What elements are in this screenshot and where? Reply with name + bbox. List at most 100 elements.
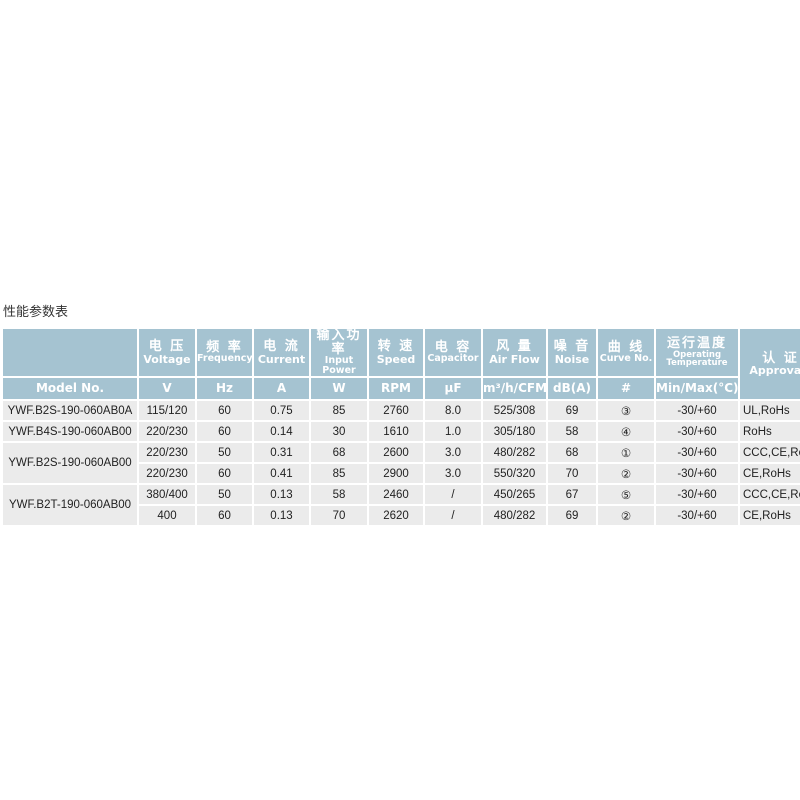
table-cell: ① — [598, 443, 654, 463]
table-row: YWF.B2S-190-060AB0A 115/120 60 0.75 85 2760 8.… — [3, 401, 800, 421]
header-cn: 电 容 — [434, 339, 472, 355]
header-en: Frequency — [197, 353, 253, 365]
table-cell: 550/320 — [483, 464, 546, 484]
header-en: Speed — [376, 352, 416, 366]
table-row: 400 60 0.13 70 2620/480/282 69 ② -30/+60 CE,RoHs — [3, 506, 800, 526]
table-cell: 2460 — [369, 485, 423, 505]
table-cell: 68 — [548, 443, 596, 463]
header-column: 认 证Approvals — [740, 329, 800, 400]
header-unit: # — [598, 378, 654, 400]
table-cell: 1.0 — [425, 422, 481, 442]
model-cell: YWF.B2S-190-060AB00 — [3, 443, 137, 484]
table-cell: 69 — [548, 506, 596, 526]
table-cell: 305/180 — [483, 422, 546, 442]
header-unit: V — [139, 378, 195, 400]
table-cell: 450/265 — [483, 485, 546, 505]
table-cell: ② — [598, 506, 654, 526]
table-cell: 60 — [197, 506, 252, 526]
table-cell: UL,RoHs — [740, 401, 800, 421]
header-model-no: Model No. — [3, 378, 137, 400]
table-cell: RoHs — [740, 422, 800, 442]
header-en: Approvals — [749, 364, 800, 378]
header-en: Air Flow — [489, 352, 540, 366]
header-column: 噪 音 Noise — [548, 329, 596, 377]
table-cell: 60 — [197, 464, 252, 484]
table-cell: -30/+60 — [656, 422, 738, 442]
header-cn: 噪 音 — [553, 339, 591, 355]
table-cell: / — [425, 485, 481, 505]
table-cell: 2900 — [369, 464, 423, 484]
table-cell: 0.14 — [254, 422, 309, 442]
table-cell: 0.13 — [254, 485, 309, 505]
table-cell: 0.41 — [254, 464, 309, 484]
table-cell: / — [425, 506, 481, 526]
table-cell: -30/+60 — [656, 506, 738, 526]
table-cell: ⑤ — [598, 485, 654, 505]
table-cell: 3.0 — [425, 443, 481, 463]
header-unit: Min/Max(°C) — [656, 378, 739, 400]
table-cell: 1610 — [369, 422, 423, 442]
table-cell: 58 — [548, 422, 596, 442]
table-cell: 220/230 — [139, 443, 195, 463]
header-column: 运行温度 Operating Temperature — [656, 329, 738, 377]
table-row: YWF.B4S-190-060AB00 220/230 60 0.14 30 1610 1.… — [3, 422, 800, 442]
header-unit: dB(A) — [548, 378, 596, 400]
table-cell: 2620 — [369, 506, 423, 526]
table-cell: 70 — [548, 464, 596, 484]
table-cell: 2600 — [369, 443, 423, 463]
table-row: YWF.B2T-190-060AB00 380/400 50 0.13 58 2460/4… — [3, 485, 800, 526]
header-column: 曲 线 Curve No. — [598, 329, 654, 377]
table-cell: 68 — [311, 443, 367, 463]
header-column: 频 率 Frequency — [197, 329, 253, 377]
header-column: 转 速 Speed — [369, 329, 423, 377]
table-cell: 58 — [311, 485, 367, 505]
header-cn: 运行温度 — [666, 335, 727, 351]
table-cell: CCC,CE,RoHs — [740, 443, 800, 463]
header-cn: 曲 线 — [607, 339, 645, 355]
table-row: YWF.B2S-190-060AB00 220/230 50 0.31 68 2600 3.… — [3, 443, 800, 484]
table-row: 220/230 60 0.41 85 2900 3.0 550/320 70 ② -30/+60 C… — [3, 464, 800, 484]
table-cell: 2760 — [369, 401, 423, 421]
table-cell: 50 — [197, 485, 252, 505]
table-cell: 0.31 — [254, 443, 309, 463]
header-cn: 认 证 — [762, 350, 799, 366]
header-cn: 频 率 — [206, 339, 243, 355]
table-cell: 115/120 — [139, 401, 195, 421]
header-cn: 转 速 — [377, 339, 415, 355]
table-cell: 30 — [311, 422, 367, 442]
table-cell: CE,RoHs — [740, 506, 800, 526]
table-cell: ④ — [598, 422, 654, 442]
header-column: 输入功率 Input Power — [311, 329, 367, 377]
table-cell: 480/282 — [483, 443, 546, 463]
table-cell: 60 — [197, 401, 252, 421]
table-cell: -30/+60 — [656, 464, 738, 484]
table-cell: CCC,CE,RoHs — [740, 485, 800, 505]
header-column: 电 压 Voltage — [139, 329, 195, 377]
table-cell: -30/+60 — [656, 443, 738, 463]
table-cell: 220/230 — [139, 422, 195, 442]
header-en: Voltage — [143, 352, 191, 366]
page-title: 性能参数表 — [3, 305, 69, 320]
table-cell: 50 — [197, 443, 252, 463]
table-cell: -30/+60 — [656, 401, 738, 421]
header-cn: 电 流 — [263, 339, 300, 355]
header-en: Curve No. — [599, 353, 653, 365]
header-unit: Hz — [197, 378, 252, 400]
header-unit: W — [311, 378, 367, 400]
header-unit: A — [254, 378, 309, 400]
header-en: Input Power — [322, 355, 356, 377]
header-unit: RPM — [369, 378, 423, 400]
header-cn: 风 量 — [496, 339, 533, 355]
header-en: Capacitor — [427, 353, 479, 365]
table-cell: 85 — [311, 464, 367, 484]
header-en: Operating Temperature — [666, 349, 728, 369]
table-cell: 85 — [311, 401, 367, 421]
header-column: 电 流 Current — [254, 329, 309, 377]
header-column: 电 容 Capacitor — [425, 329, 481, 377]
table-cell: 70 — [311, 506, 367, 526]
table-cell: 525/308 — [483, 401, 546, 421]
table-cell: 400 — [139, 506, 195, 526]
table-cell: 60 — [197, 422, 252, 442]
header-column: 风 量 Air Flow — [483, 329, 546, 377]
table-cell: 3.0 — [425, 464, 481, 484]
